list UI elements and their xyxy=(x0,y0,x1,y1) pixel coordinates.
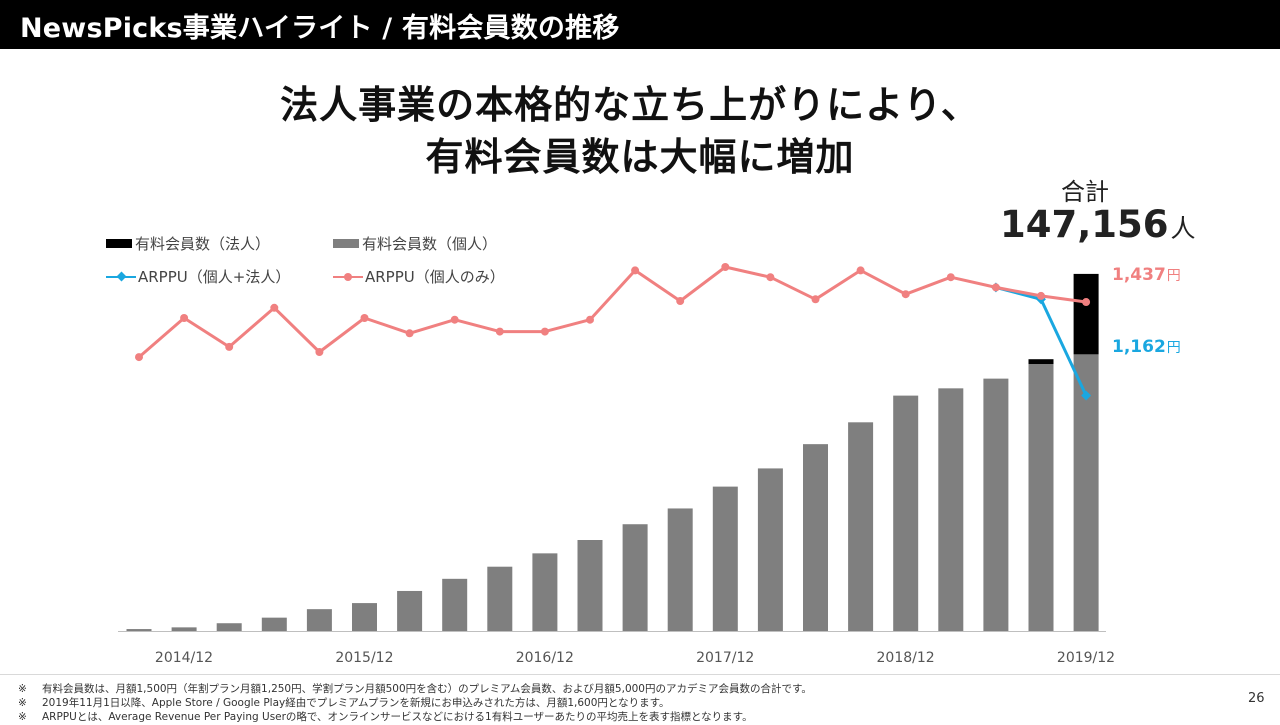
arppu-all-point xyxy=(1081,390,1092,401)
legend-arppu-all: ARPPU（個人+法人） xyxy=(106,268,290,286)
footnotes: ※ 有料会員数は、月額1,500円（年割プラン月額1,250円、学割プラン月額50… xyxy=(18,682,812,724)
legend-arppu-individual: ARPPU（個人のみ） xyxy=(333,268,505,286)
page-number: 26 xyxy=(1248,691,1265,706)
arppu-individual-point xyxy=(631,266,640,275)
footnote-2: ※ 2019年11月1日以降、Apple Store / Google Play経… xyxy=(18,697,670,709)
end-label-arppu-all-unit: 円 xyxy=(1166,340,1181,356)
legend-corporate: 有料会員数（法人） xyxy=(106,235,270,253)
x-tick-label: 2018/12 xyxy=(877,650,935,666)
bar-individual xyxy=(487,566,513,631)
arppu-individual-point xyxy=(360,314,369,322)
bar-individual xyxy=(306,609,332,631)
bar-individual xyxy=(397,590,423,631)
x-tick-label: 2019/12 xyxy=(1057,650,1115,666)
headline-line-1: 法人事業の本格的な立ち上がりにより、 xyxy=(280,83,980,127)
legend-arppu-individual-swatch xyxy=(333,272,363,281)
arppu-individual-point xyxy=(811,295,820,304)
arppu-individual-point xyxy=(1037,291,1045,300)
arppu-individual-point xyxy=(135,353,143,362)
arppu-individual-line xyxy=(138,265,1087,359)
footer-divider xyxy=(0,674,1280,675)
legend-individual-swatch xyxy=(333,239,359,248)
total-value: 147,156 xyxy=(1000,203,1169,246)
bar-individual xyxy=(216,623,242,631)
header-title: NewsPicks事業ハイライト / 有料会員数の推移 xyxy=(20,13,620,44)
x-tick-label: 2014/12 xyxy=(155,650,213,666)
legend-individual: 有料会員数（個人） xyxy=(333,235,497,253)
x-tick-label: 2016/12 xyxy=(516,650,574,666)
x-tick-label: 2015/12 xyxy=(335,650,393,666)
arppu-individual-point xyxy=(270,303,279,312)
bar-individual xyxy=(712,486,738,631)
bar-individual xyxy=(622,524,648,631)
arppu-individual-point xyxy=(315,348,324,356)
end-label-arppu-all: 1,162円 xyxy=(1112,337,1181,357)
arppu-individual-point xyxy=(405,329,414,338)
footnote-1: ※ 有料会員数は、月額1,500円（年割プラン月額1,250円、学割プラン月額50… xyxy=(18,683,812,695)
footnote-3: ※ ARPPUとは、Average Revenue Per Paying User… xyxy=(18,711,753,723)
legend-arppu-all-label: ARPPU（個人+法人） xyxy=(138,268,291,286)
bar-individual xyxy=(352,603,377,631)
arppu-individual-point xyxy=(856,266,865,275)
bar-individual xyxy=(126,629,152,631)
arppu-individual-point xyxy=(721,263,730,271)
bar-individual xyxy=(577,540,603,631)
bar-individual xyxy=(1028,364,1054,631)
legend-arppu-individual-label: ARPPU（個人のみ） xyxy=(365,268,505,286)
total-unit: 人 xyxy=(1170,214,1196,243)
legend-arppu-all-swatch xyxy=(106,271,136,281)
end-label-arppu-all-value: 1,162 xyxy=(1112,337,1166,357)
bar-individual xyxy=(938,388,964,631)
total-label: 合計 xyxy=(1061,178,1109,206)
arppu-individual-point xyxy=(676,297,685,305)
headline-line-2: 有料会員数は大幅に増加 xyxy=(425,135,855,179)
end-label-arppu-individual-value: 1,437 xyxy=(1112,265,1166,285)
bar-individual xyxy=(757,468,783,631)
bar-individual xyxy=(848,422,874,631)
arppu-individual-point xyxy=(766,273,775,282)
legend-individual-label: 有料会員数（個人） xyxy=(362,235,498,253)
x-tick-label: 2017/12 xyxy=(696,650,754,666)
end-label-arppu-individual: 1,437円 xyxy=(1112,265,1181,285)
legend-corporate-label: 有料会員数（法人） xyxy=(135,235,271,253)
bar-corporate xyxy=(1028,359,1054,365)
arppu-individual-point xyxy=(991,283,1000,292)
end-label-arppu-individual-unit: 円 xyxy=(1166,268,1181,284)
arppu-individual-point xyxy=(946,273,955,282)
arppu-individual-point xyxy=(180,314,189,322)
bar-individual xyxy=(983,378,1009,631)
bar-individual xyxy=(171,627,197,631)
bar-individual xyxy=(532,553,558,631)
bar-individual xyxy=(803,444,828,631)
bar-individual xyxy=(667,508,693,631)
arppu-individual-point xyxy=(495,327,504,336)
arppu-individual-point xyxy=(540,327,549,336)
bar-individual xyxy=(893,395,919,631)
arppu-individual-point xyxy=(901,290,910,299)
header-bar: NewsPicks事業ハイライト / 有料会員数の推移 xyxy=(0,0,1280,49)
bar-individual xyxy=(442,578,468,631)
legend-corporate-swatch xyxy=(106,239,132,248)
arppu-individual-point xyxy=(225,342,234,351)
arppu-individual-point xyxy=(586,315,594,324)
bar-corporate xyxy=(1073,273,1099,355)
bar-individual xyxy=(261,617,287,631)
arppu-individual-point xyxy=(450,315,459,324)
total-value-block: 147,156人 xyxy=(1000,203,1196,246)
arppu-individual-point xyxy=(1082,298,1091,307)
